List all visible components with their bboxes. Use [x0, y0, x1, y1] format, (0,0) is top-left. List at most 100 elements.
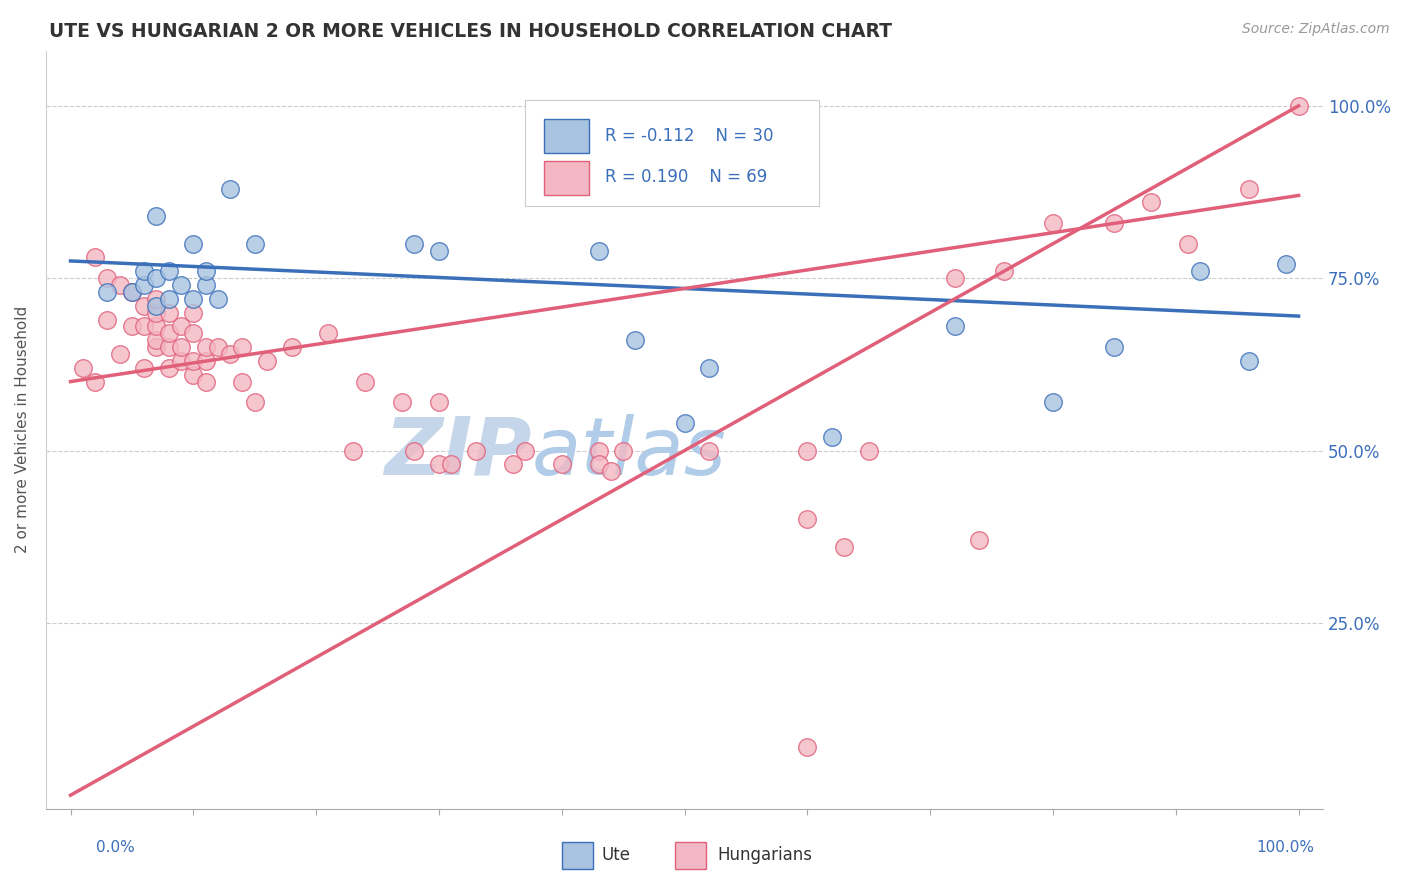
- Point: [427, 395, 450, 409]
- Point: [624, 333, 647, 347]
- Point: [157, 264, 180, 278]
- Point: [194, 278, 217, 293]
- Point: [427, 458, 450, 472]
- Point: [145, 340, 167, 354]
- Point: [170, 319, 193, 334]
- Point: [183, 306, 205, 320]
- Point: [1042, 395, 1064, 409]
- Point: [170, 278, 193, 293]
- Point: [821, 430, 844, 444]
- Point: [943, 271, 966, 285]
- Point: [1042, 216, 1064, 230]
- Point: [796, 443, 818, 458]
- Text: Hungarians: Hungarians: [717, 847, 813, 864]
- Point: [243, 395, 266, 409]
- Point: [256, 354, 278, 368]
- Y-axis label: 2 or more Vehicles in Household: 2 or more Vehicles in Household: [15, 306, 30, 553]
- Point: [108, 278, 131, 293]
- Point: [183, 292, 205, 306]
- Point: [219, 181, 242, 195]
- Point: [170, 354, 193, 368]
- Point: [145, 299, 167, 313]
- Point: [796, 512, 818, 526]
- Point: [183, 326, 205, 341]
- Point: [145, 271, 167, 285]
- Point: [219, 347, 242, 361]
- Point: [183, 354, 205, 368]
- Point: [157, 292, 180, 306]
- Point: [157, 326, 180, 341]
- Point: [84, 251, 107, 265]
- Point: [134, 319, 156, 334]
- Point: [121, 319, 143, 334]
- Point: [134, 278, 156, 293]
- Point: [134, 299, 156, 313]
- Point: [145, 306, 167, 320]
- Text: Source: ZipAtlas.com: Source: ZipAtlas.com: [1241, 22, 1389, 37]
- Point: [427, 244, 450, 258]
- Text: ZIP: ZIP: [384, 414, 531, 491]
- Text: R = -0.112    N = 30: R = -0.112 N = 30: [606, 127, 773, 145]
- Point: [588, 443, 610, 458]
- Point: [134, 264, 156, 278]
- Point: [354, 375, 377, 389]
- Point: [1239, 181, 1261, 195]
- Text: Ute: Ute: [602, 847, 631, 864]
- Point: [1189, 264, 1212, 278]
- Point: [231, 340, 253, 354]
- Point: [207, 292, 229, 306]
- Point: [588, 244, 610, 258]
- Point: [1104, 216, 1126, 230]
- Point: [440, 458, 463, 472]
- Point: [96, 285, 118, 299]
- Text: 100.0%: 100.0%: [1257, 840, 1315, 855]
- Point: [157, 360, 180, 375]
- Point: [121, 285, 143, 299]
- Point: [796, 739, 818, 754]
- Point: [551, 458, 574, 472]
- Point: [391, 395, 413, 409]
- Point: [134, 360, 156, 375]
- Point: [1177, 236, 1199, 251]
- Point: [612, 443, 634, 458]
- Point: [72, 360, 94, 375]
- Point: [243, 236, 266, 251]
- Point: [194, 264, 217, 278]
- Point: [207, 340, 229, 354]
- Point: [231, 375, 253, 389]
- Point: [145, 333, 167, 347]
- Point: [194, 340, 217, 354]
- Point: [673, 416, 696, 430]
- Point: [170, 340, 193, 354]
- Text: atlas: atlas: [531, 414, 725, 491]
- Point: [1275, 257, 1298, 271]
- Text: UTE VS HUNGARIAN 2 OR MORE VEHICLES IN HOUSEHOLD CORRELATION CHART: UTE VS HUNGARIAN 2 OR MORE VEHICLES IN H…: [49, 22, 893, 41]
- Point: [858, 443, 880, 458]
- Point: [599, 464, 621, 478]
- Point: [145, 292, 167, 306]
- Point: [280, 340, 302, 354]
- Point: [832, 540, 855, 554]
- Point: [121, 285, 143, 299]
- Point: [1140, 195, 1163, 210]
- FancyBboxPatch shape: [544, 161, 589, 194]
- Point: [1239, 354, 1261, 368]
- Point: [145, 319, 167, 334]
- Point: [993, 264, 1015, 278]
- Point: [502, 458, 524, 472]
- Point: [183, 368, 205, 382]
- Point: [1288, 99, 1310, 113]
- Point: [1104, 340, 1126, 354]
- Text: 0.0%: 0.0%: [96, 840, 135, 855]
- Point: [342, 443, 364, 458]
- Point: [194, 354, 217, 368]
- Point: [194, 375, 217, 389]
- Point: [157, 340, 180, 354]
- Point: [318, 326, 340, 341]
- Point: [513, 443, 536, 458]
- Point: [943, 319, 966, 334]
- Point: [96, 312, 118, 326]
- Point: [96, 271, 118, 285]
- Point: [697, 443, 720, 458]
- Point: [157, 306, 180, 320]
